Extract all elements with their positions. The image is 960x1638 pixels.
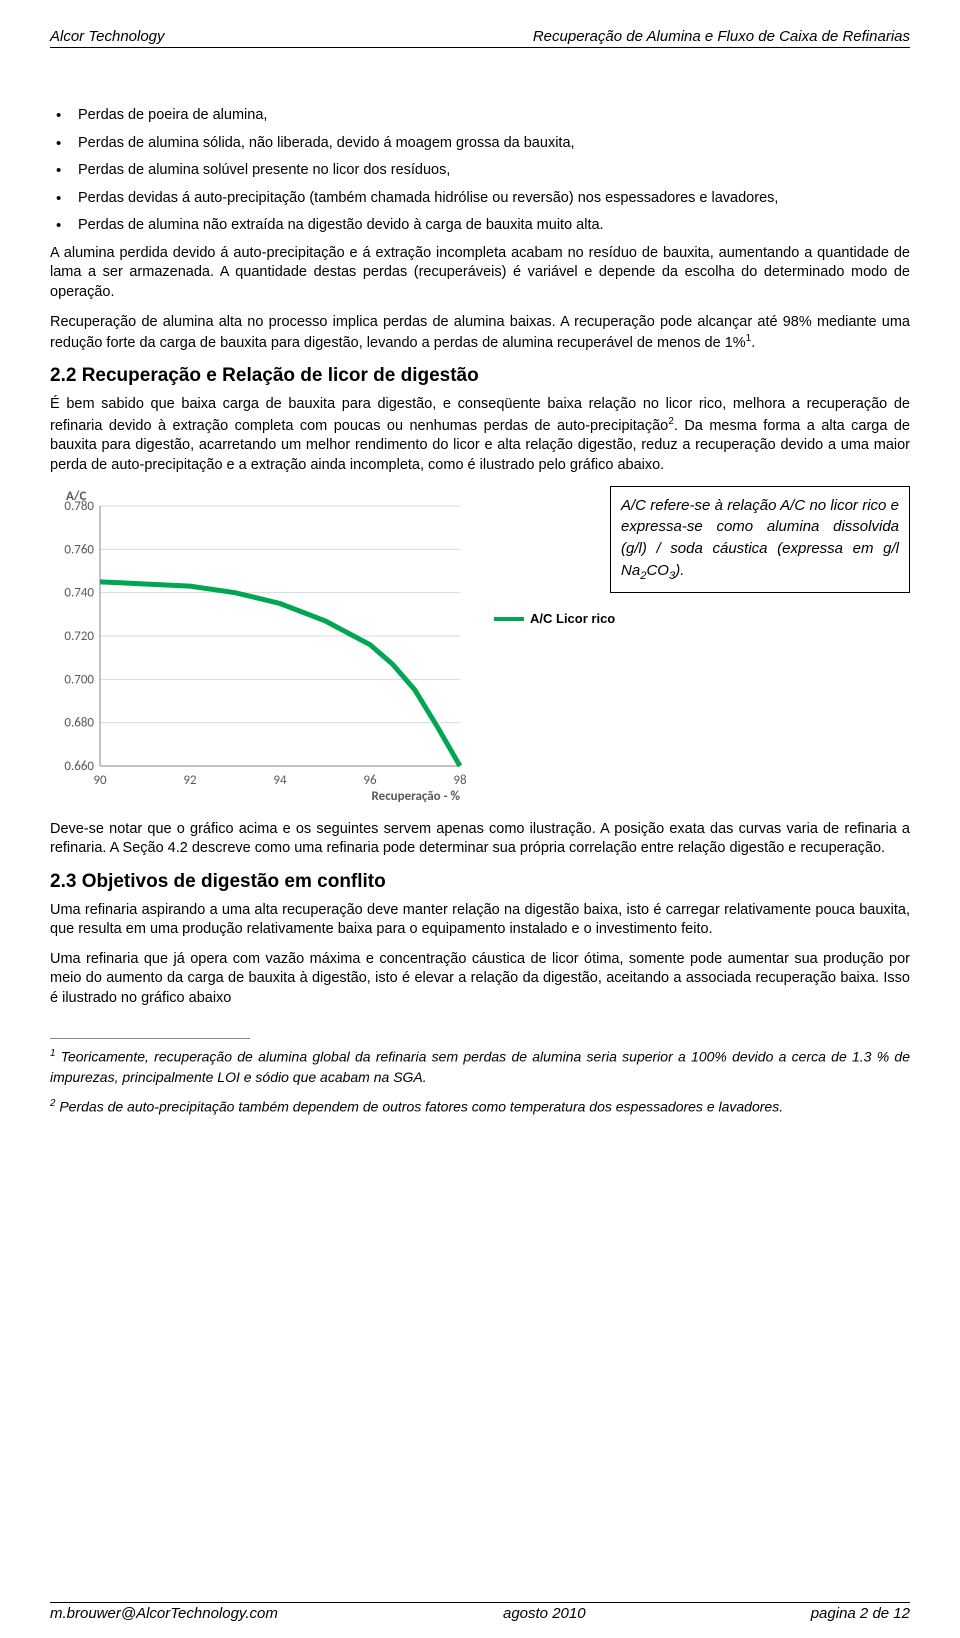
footnote: 2 Perdas de auto-precipitação também dep… [50,1097,910,1117]
svg-text:92: 92 [183,773,197,788]
footnote: 1 Teoricamente, recuperação de alumina g… [50,1047,910,1087]
list-item: Perdas de alumina solúvel presente no li… [78,161,910,181]
page-header: Alcor Technology Recuperação de Alumina … [50,28,910,48]
paragraph: Uma refinaria aspirando a uma alta recup… [50,901,910,940]
page-footer: m.brouwer@AlcorTechnology.com agosto 201… [50,1602,910,1622]
line-chart: 0.6600.6800.7000.7200.7400.7600.78090929… [50,486,470,806]
svg-text:0.720: 0.720 [64,629,94,644]
chart-container: 0.6600.6800.7000.7200.7400.7600.78090929… [50,486,470,806]
list-item: Perdas de alumina não extraída na digest… [78,216,910,236]
svg-text:0.660: 0.660 [64,759,94,774]
footer-right: pagina 2 de 12 [811,1605,910,1622]
list-item: Perdas devidas á auto-precipitação (tamb… [78,189,910,209]
footer-left: m.brouwer@AlcorTechnology.com [50,1605,278,1622]
header-left: Alcor Technology [50,28,165,45]
svg-text:98: 98 [453,773,467,788]
chart-legend: A/C Licor rico [494,611,910,626]
svg-text:90: 90 [93,773,107,788]
list-item: Perdas de alumina sólida, não liberada, … [78,134,910,154]
svg-text:96: 96 [363,773,377,788]
footer-center: agosto 2010 [503,1605,586,1622]
paragraph: Recuperação de alumina alta no processo … [50,313,910,354]
chart-sidebar: A/C refere-se à relação A/C no licor ric… [494,486,910,627]
svg-text:Recuperação - %: Recuperação - % [372,789,461,804]
svg-text:0.760: 0.760 [64,542,94,557]
list-item: Perdas de poeira de alumina, [78,106,910,126]
bullet-list: Perdas de poeira de alumina, Perdas de a… [78,106,910,236]
svg-text:0.680: 0.680 [64,715,94,730]
chart-row: 0.6600.6800.7000.7200.7400.7600.78090929… [50,486,910,806]
paragraph: Deve-se notar que o gráfico acima e os s… [50,820,910,859]
svg-text:0.700: 0.700 [64,672,94,687]
section-heading: 2.2 Recuperação e Relação de licor de di… [50,365,910,387]
svg-text:A/C: A/C [66,489,86,504]
paragraph: A alumina perdida devido á auto-precipit… [50,244,910,303]
paragraph: Uma refinaria que já opera com vazão máx… [50,950,910,1009]
paragraph: É bem sabido que baixa carga de bauxita … [50,395,910,475]
section-heading: 2.3 Objetivos de digestão em conflito [50,871,910,893]
callout-box: A/C refere-se à relação A/C no licor ric… [610,486,910,594]
legend-swatch [494,617,524,621]
svg-text:0.740: 0.740 [64,585,94,600]
footnote-separator [50,1038,250,1039]
svg-text:94: 94 [273,773,287,788]
legend-label: A/C Licor rico [530,611,615,626]
header-right: Recuperação de Alumina e Fluxo de Caixa … [533,28,910,45]
